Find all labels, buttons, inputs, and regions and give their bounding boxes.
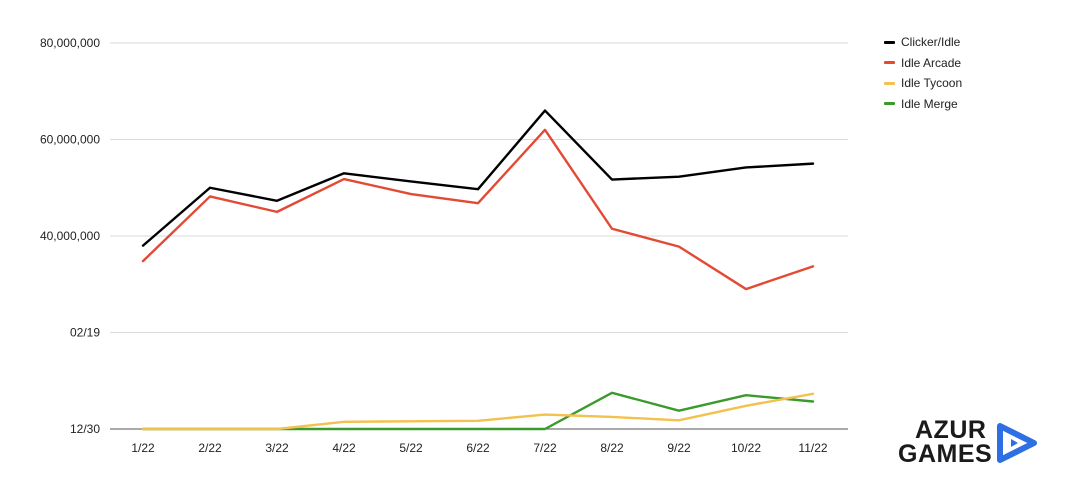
x-tick-label: 9/22: [667, 441, 691, 455]
legend-swatch-idle-merge: [884, 102, 895, 106]
y-tick-label: 60,000,000: [40, 133, 100, 147]
legend-item-idle-merge: Idle Merge: [884, 94, 962, 115]
x-tick-label: 7/22: [533, 441, 557, 455]
x-tick-label: 3/22: [265, 441, 289, 455]
legend-item-idle-tycoon: Idle Tycoon: [884, 73, 962, 94]
azur-games-logo: AZUR GAMES: [898, 418, 1048, 468]
x-tick-label: 4/22: [332, 441, 356, 455]
x-tick-label: 6/22: [466, 441, 490, 455]
series-line-idle-arcade: [141, 128, 815, 291]
legend-swatch-clicker-idle: [884, 40, 895, 44]
legend-item-idle-arcade: Idle Arcade: [884, 53, 962, 74]
x-tick-label: 5/22: [399, 441, 423, 455]
legend-label-idle-tycoon: Idle Tycoon: [901, 76, 963, 91]
legend-label-idle-arcade: Idle Arcade: [901, 55, 962, 70]
x-axis-ticks: 1/22 2/22 3/22 4/22 5/22 6/22 7/22 8/22 9/22 10/2…: [131, 441, 828, 455]
y-tick-label: 80,000,000: [40, 36, 100, 50]
x-tick-label: 10/22: [731, 441, 761, 455]
y-axis-ticks: 12/30 02/19 40,000,000 60,000,000 80,000,000: [40, 36, 100, 436]
legend: Clicker/Idle Idle Arcade Idle Tycoon Idl…: [884, 32, 962, 114]
x-tick-label: 2/22: [198, 441, 222, 455]
legend-item-clicker-idle: Clicker/Idle: [884, 32, 962, 53]
legend-swatch-idle-arcade: [884, 61, 895, 65]
play-arrow-icon: [997, 423, 1037, 463]
x-tick-label: 8/22: [600, 441, 624, 455]
x-tick-label: 1/22: [131, 441, 155, 455]
series-lines: [141, 109, 815, 431]
legend-swatch-idle-tycoon: [884, 81, 895, 85]
legend-label-clicker-idle: Clicker/Idle: [901, 35, 961, 50]
y-tick-label: 40,000,000: [40, 229, 100, 243]
series-line-idle-tycoon: [141, 392, 815, 431]
logo-text-azur: AZUR: [915, 416, 987, 444]
series-line-clicker-idle: [141, 109, 815, 247]
series-line-idle-merge: [141, 391, 815, 431]
y-tick-label: 12/30: [70, 422, 100, 436]
y-tick-label: 02/19: [70, 326, 100, 340]
x-tick-label: 11/22: [798, 441, 827, 455]
legend-label-idle-merge: Idle Merge: [901, 96, 958, 111]
grid-lines: [110, 42, 848, 430]
logo-text-games: GAMES: [898, 440, 993, 468]
